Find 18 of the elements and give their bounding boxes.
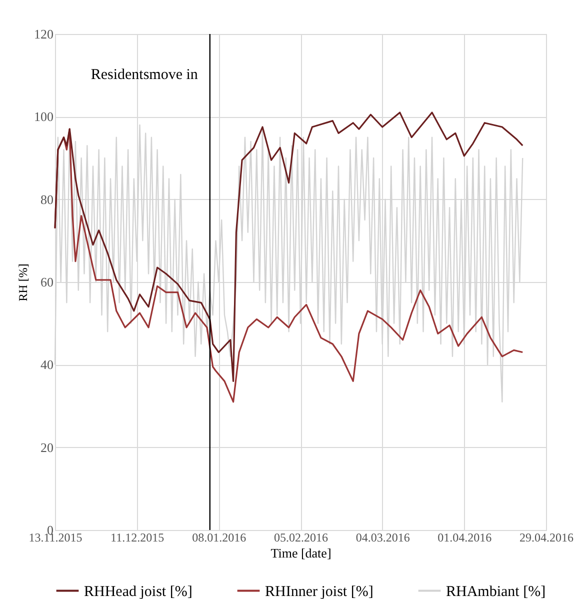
y-tick-label: 120 [34,26,54,42]
legend-label: RHHead joist [%] [84,584,192,599]
y-tick-label: 100 [34,109,54,124]
x-tick-label: 11.12.2015 [110,530,164,544]
x-tick-label: 04.03.2016 [356,530,410,544]
y-axis-title: RH [%] [16,264,30,302]
legend-label: RHInner joist [%] [265,584,374,599]
x-tick-label: 08.01.2016 [192,530,246,544]
y-tick-label: 80 [40,192,54,207]
y-tick-label: 20 [40,440,54,455]
ref-line-label: Residentsmove in [90,67,198,83]
y-tick-label: 60 [40,274,54,290]
x-tick-label: 01.04.2016 [438,530,492,544]
x-axis-title: Time [date] [270,546,332,560]
x-tick-label: 05.02.2016 [274,530,328,544]
y-tick-label: 40 [40,357,54,372]
legend-label: RHAmbiant [%] [446,584,546,599]
x-tick-label: 29.04.2016 [520,530,574,544]
